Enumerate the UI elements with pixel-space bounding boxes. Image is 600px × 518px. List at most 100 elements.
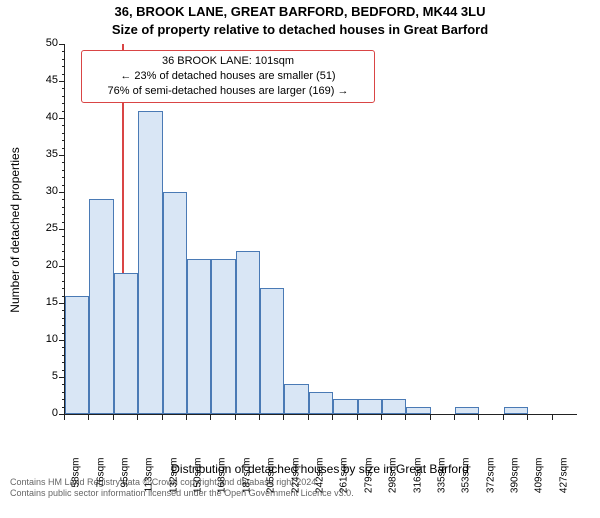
ytick-minor — [62, 273, 65, 274]
ytick-label: 10 — [28, 333, 58, 345]
ytick-minor — [62, 103, 65, 104]
ytick-minor — [62, 177, 65, 178]
ytick-mark — [59, 266, 65, 267]
histogram-bar — [284, 384, 308, 414]
xtick-label: 316sqm — [412, 458, 423, 518]
annotation-line-2: ← 23% of detached houses are smaller (51… — [88, 69, 368, 84]
xtick-label: 335sqm — [436, 458, 447, 518]
y-axis-label: Number of detached properties — [8, 147, 22, 312]
xtick-mark — [137, 414, 138, 420]
ytick-minor — [62, 347, 65, 348]
xtick-mark — [186, 414, 187, 420]
ytick-minor — [62, 355, 65, 356]
ytick-minor — [62, 236, 65, 237]
ytick-minor — [62, 370, 65, 371]
xtick-label: 95sqm — [119, 458, 130, 518]
xtick-mark — [381, 414, 382, 420]
xtick-label: 427sqm — [558, 458, 569, 518]
xtick-label: 150sqm — [193, 458, 204, 518]
ytick-minor — [62, 51, 65, 52]
histogram-bar — [138, 111, 162, 414]
histogram-bar — [187, 259, 211, 414]
ytick-mark — [59, 229, 65, 230]
xtick-mark — [454, 414, 455, 420]
ytick-minor — [62, 185, 65, 186]
histogram-bar — [504, 407, 528, 414]
ytick-mark — [59, 192, 65, 193]
chart-title-sub: Size of property relative to detached ho… — [0, 22, 600, 37]
ytick-label: 50 — [28, 37, 58, 49]
ytick-label: 20 — [28, 259, 58, 271]
histogram-bar — [455, 407, 479, 414]
histogram-bar — [236, 251, 260, 414]
ytick-label: 45 — [28, 74, 58, 86]
ytick-label: 40 — [28, 111, 58, 123]
ytick-minor — [62, 111, 65, 112]
ytick-minor — [62, 318, 65, 319]
annotation-line-3: 76% of semi-detached houses are larger (… — [88, 84, 368, 99]
histogram-bar — [65, 296, 89, 414]
xtick-label: 205sqm — [266, 458, 277, 518]
xtick-mark — [210, 414, 211, 420]
xtick-mark — [478, 414, 479, 420]
ytick-label: 5 — [28, 370, 58, 382]
ytick-minor — [62, 333, 65, 334]
ytick-label: 15 — [28, 296, 58, 308]
histogram-bar — [260, 288, 284, 414]
xtick-mark — [357, 414, 358, 420]
ytick-minor — [62, 133, 65, 134]
xtick-label: 279sqm — [363, 458, 374, 518]
histogram-bar — [309, 392, 333, 414]
ytick-minor — [62, 407, 65, 408]
ytick-label: 30 — [28, 185, 58, 197]
ytick-label: 25 — [28, 222, 58, 234]
ytick-minor — [62, 125, 65, 126]
ytick-minor — [62, 399, 65, 400]
ytick-mark — [59, 44, 65, 45]
ytick-minor — [62, 170, 65, 171]
xtick-label: 390sqm — [510, 458, 521, 518]
ytick-minor — [62, 244, 65, 245]
ytick-minor — [62, 199, 65, 200]
ytick-minor — [62, 296, 65, 297]
xtick-mark — [430, 414, 431, 420]
ytick-minor — [62, 288, 65, 289]
annotation-box: 36 BROOK LANE: 101sqm ← 23% of detached … — [81, 50, 375, 103]
ytick-minor — [62, 88, 65, 89]
xtick-mark — [503, 414, 504, 420]
ytick-minor — [62, 259, 65, 260]
xtick-mark — [64, 414, 65, 420]
xtick-label: 224sqm — [290, 458, 301, 518]
ytick-minor — [62, 251, 65, 252]
ytick-minor — [62, 207, 65, 208]
xtick-mark — [332, 414, 333, 420]
xtick-mark — [259, 414, 260, 420]
histogram-bar — [406, 407, 430, 414]
xtick-label: 261sqm — [339, 458, 350, 518]
ytick-minor — [62, 325, 65, 326]
xtick-label: 298sqm — [388, 458, 399, 518]
plot-area: 36 BROOK LANE: 101sqm ← 23% of detached … — [64, 44, 577, 415]
ytick-label: 35 — [28, 148, 58, 160]
xtick-label: 187sqm — [241, 458, 252, 518]
ytick-minor — [62, 148, 65, 149]
annotation-line-1: 36 BROOK LANE: 101sqm — [88, 54, 368, 69]
attribution-line-2: Contains public sector information licen… — [10, 488, 354, 498]
histogram-bar — [358, 399, 382, 414]
ytick-mark — [59, 377, 65, 378]
histogram-bar — [89, 199, 113, 414]
xtick-label: 242sqm — [315, 458, 326, 518]
attribution-line-1: Contains HM Land Registry data © Crown c… — [10, 477, 354, 487]
ytick-minor — [62, 162, 65, 163]
ytick-minor — [62, 74, 65, 75]
xtick-mark — [283, 414, 284, 420]
xtick-label: 76sqm — [95, 458, 106, 518]
histogram-bar — [382, 399, 406, 414]
histogram-bar — [211, 259, 235, 414]
xtick-label: 58sqm — [71, 458, 82, 518]
xtick-label: 113sqm — [144, 458, 155, 518]
xtick-label: 409sqm — [534, 458, 545, 518]
ytick-mark — [59, 303, 65, 304]
xtick-label: 372sqm — [485, 458, 496, 518]
xtick-mark — [88, 414, 89, 420]
